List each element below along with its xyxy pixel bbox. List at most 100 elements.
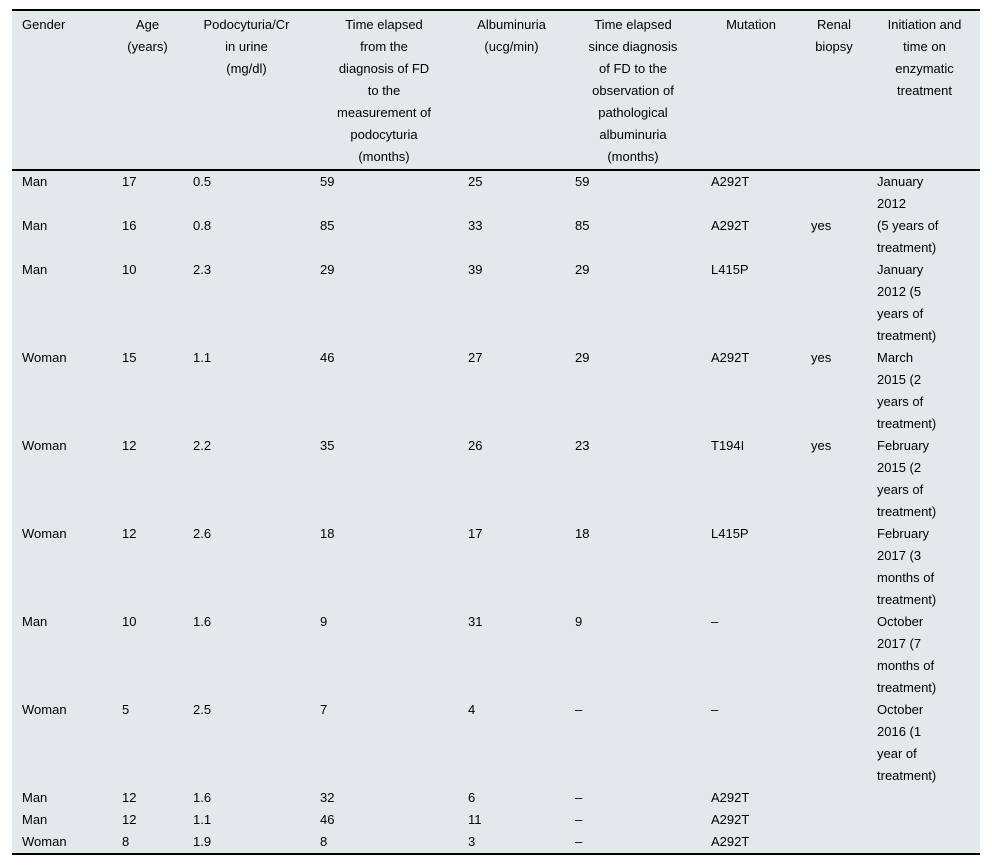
cell-mutation: –: [711, 614, 719, 629]
cell-time-podocyturia: 46: [320, 350, 335, 365]
cell-time-albuminuria: 29: [575, 350, 590, 365]
cell-time-albuminuria: 23: [575, 438, 590, 453]
column-header-mutation: Mutation: [711, 10, 811, 171]
table-row: Woman 12 2.6 18 17 18 L415P February 201…: [12, 523, 980, 611]
cell-podocyturia: 1.1: [193, 812, 212, 827]
cell-gender: Man: [22, 262, 48, 277]
cell-gender: Man: [22, 614, 48, 629]
cell-time-podocyturia: 32: [320, 790, 335, 805]
cell-time-podocyturia: 7: [320, 702, 328, 717]
header-row: Gender Age (years) Podocyturia/Cr in uri…: [12, 10, 980, 171]
cell-renal-biopsy: [811, 831, 877, 854]
table-row: Woman 12 2.2 35 26 23 T194I yes February…: [12, 435, 980, 523]
column-header-albuminuria: Albuminuria (ucg/min): [468, 10, 575, 171]
cell-time-podocyturia: 46: [320, 812, 335, 827]
table-row: Man 12 1.1 46 11 – A292T: [12, 809, 980, 831]
cell-treatment: October 2017 (7 months of treatment): [877, 614, 937, 695]
cell-age: 10: [122, 262, 137, 277]
cell-mutation: A292T: [711, 790, 750, 805]
cell-gender: Woman: [22, 526, 67, 541]
cell-mutation: A292T: [711, 834, 750, 849]
table-row: Woman 15 1.1 46 27 29 A292T yes March 20…: [12, 347, 980, 435]
table-row: Man 17 0.5 59 25 59 A292T January 2012: [12, 170, 980, 215]
cell-mutation: A292T: [711, 812, 750, 827]
cell-albuminuria: 39: [468, 262, 483, 277]
cell-age: 8: [122, 834, 130, 849]
table-row: Woman 8 1.9 8 3 – A292T: [12, 831, 980, 854]
cell-podocyturia: 2.3: [193, 262, 212, 277]
table-row: Man 10 1.6 9 31 9 – October 2017 (7 mont…: [12, 611, 980, 699]
cell-podocyturia: 2.5: [193, 702, 212, 717]
cell-treatment: [877, 809, 980, 831]
column-header-podocyturia: Podocyturia/Cr in urine (mg/dl): [193, 10, 320, 171]
table-row: Man 12 1.6 32 6 – A292T: [12, 787, 980, 809]
cell-treatment: February 2015 (2 years of treatment): [877, 438, 937, 519]
cell-time-podocyturia: 85: [320, 218, 335, 233]
cell-time-podocyturia: 18: [320, 526, 335, 541]
cell-treatment: February 2017 (3 months of treatment): [877, 526, 937, 607]
cell-time-albuminuria: –: [575, 790, 583, 805]
cell-age: 16: [122, 218, 137, 233]
cell-renal-biopsy: yes: [811, 218, 832, 233]
cell-renal-biopsy: [811, 523, 877, 611]
cell-podocyturia: 1.6: [193, 614, 212, 629]
cell-time-albuminuria: –: [575, 834, 583, 849]
cell-time-albuminuria: 85: [575, 218, 590, 233]
cell-albuminuria: 6: [468, 790, 476, 805]
cell-time-albuminuria: 9: [575, 614, 583, 629]
cell-albuminuria: 17: [468, 526, 483, 541]
cell-age: 12: [122, 790, 137, 805]
cell-time-podocyturia: 9: [320, 614, 328, 629]
cell-time-podocyturia: 59: [320, 174, 335, 189]
cell-time-albuminuria: 29: [575, 262, 590, 277]
cell-gender: Woman: [22, 438, 67, 453]
cell-time-podocyturia: 35: [320, 438, 335, 453]
cell-age: 17: [122, 174, 137, 189]
cell-mutation: A292T: [711, 174, 750, 189]
cell-renal-biopsy: [811, 699, 877, 787]
cell-podocyturia: 1.1: [193, 350, 212, 365]
cell-age: 12: [122, 812, 137, 827]
cell-age: 15: [122, 350, 137, 365]
cell-time-podocyturia: 29: [320, 262, 335, 277]
cell-treatment: (5 years of treatment): [877, 218, 939, 255]
column-header-age: Age (years): [122, 10, 193, 171]
cell-albuminuria: 27: [468, 350, 483, 365]
cell-age: 12: [122, 526, 137, 541]
cell-age: 10: [122, 614, 137, 629]
cell-mutation: L415P: [711, 262, 749, 277]
cell-time-albuminuria: 59: [575, 174, 590, 189]
cell-time-podocyturia: 8: [320, 834, 328, 849]
cell-gender: Man: [22, 790, 48, 805]
column-header-renal-biopsy: Renal biopsy: [811, 10, 877, 171]
cell-gender: Man: [22, 812, 48, 827]
cell-gender: Man: [22, 174, 48, 189]
cell-albuminuria: 11: [468, 812, 482, 827]
cell-mutation: T194I: [711, 438, 745, 453]
cell-mutation: –: [711, 702, 719, 717]
cell-treatment: [877, 831, 980, 854]
cell-albuminuria: 31: [468, 614, 483, 629]
cell-podocyturia: 2.6: [193, 526, 212, 541]
cell-renal-biopsy: yes: [811, 350, 832, 365]
cell-time-albuminuria: –: [575, 812, 583, 827]
table-header: Gender Age (years) Podocyturia/Cr in uri…: [12, 10, 980, 171]
cell-treatment: October 2016 (1 year of treatment): [877, 702, 937, 783]
cell-time-albuminuria: –: [575, 702, 583, 717]
cell-renal-biopsy: [811, 170, 877, 215]
table-row: Man 16 0.8 85 33 85 A292T yes (5 years o…: [12, 215, 980, 259]
cell-albuminuria: 3: [468, 834, 476, 849]
table-row: Man 10 2.3 29 39 29 L415P January 2012 (…: [12, 259, 980, 347]
cell-podocyturia: 1.9: [193, 834, 212, 849]
cell-renal-biopsy: [811, 809, 877, 831]
table-body: Man 17 0.5 59 25 59 A292T January 2012 M…: [12, 170, 980, 854]
cell-age: 12: [122, 438, 137, 453]
cell-treatment: March 2015 (2 years of treatment): [877, 350, 937, 431]
cell-albuminuria: 4: [468, 702, 476, 717]
cell-mutation: A292T: [711, 350, 750, 365]
column-header-time-podocyturia: Time elapsed from the diagnosis of FD to…: [320, 10, 468, 171]
cell-mutation: A292T: [711, 218, 750, 233]
cell-gender: Man: [22, 218, 48, 233]
column-header-treatment: Initiation and time on enzymatic treatme…: [877, 10, 980, 171]
